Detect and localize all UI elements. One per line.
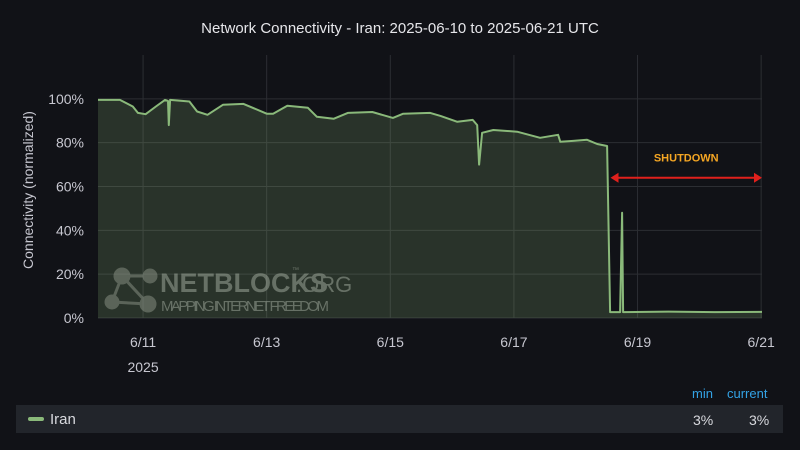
- x-tick-label: 6/13: [253, 334, 280, 350]
- x-tick-label: 6/19: [624, 334, 651, 350]
- y-tick-label: 100%: [48, 91, 84, 107]
- chart-title: Network Connectivity - Iran: 2025-06-10 …: [201, 20, 599, 37]
- netblocks-logo-icon: [104, 267, 158, 313]
- y-tick-label: 0%: [64, 310, 84, 326]
- series-line-iran: [98, 98, 763, 314]
- arrow-head-left-icon: [610, 172, 619, 183]
- arrow-head-right-icon: [754, 172, 762, 183]
- x-tick-sublabel: 2025: [127, 359, 158, 375]
- x-tick-label: 6/11: [130, 334, 156, 350]
- y-tick-label: 20%: [56, 266, 84, 282]
- watermark-brand: NETBLOCKS: [160, 268, 328, 298]
- x-tick-label: 6/21: [748, 334, 775, 350]
- legend-header-min[interactable]: min: [692, 386, 713, 401]
- axes: 0% 20% 40% 60% 80% 100% 6/11 2025 6/13 6/15 6/17 6/…: [48, 91, 775, 375]
- grid: [98, 55, 762, 319]
- legend-header-current[interactable]: current: [727, 386, 768, 401]
- annotations: SHUTDOWN: [610, 153, 762, 183]
- x-tick-label: 6/15: [377, 334, 404, 350]
- watermark-tm: ™: [292, 267, 299, 274]
- y-tick-label: 40%: [56, 222, 84, 238]
- legend-swatch: [28, 417, 44, 421]
- y-tick-label: 60%: [56, 179, 84, 195]
- watermark-suffix: .ORG: [296, 272, 352, 297]
- legend-row-iran[interactable]: Iran 3% 3%: [16, 405, 783, 433]
- legend-min-value: 3%: [693, 412, 714, 428]
- netblocks-watermark: NETBLOCKS .ORG ™ MAPPING INTERNET FREEDO…: [104, 267, 352, 315]
- series-area-iran: [98, 99, 762, 319]
- legend-series-name[interactable]: Iran: [50, 411, 76, 428]
- x-tick-label: 6/17: [500, 334, 527, 350]
- watermark-tagline: MAPPING INTERNET FREEDOM: [161, 298, 329, 315]
- y-tick-label: 80%: [56, 135, 84, 151]
- legend-current-value: 3%: [749, 412, 770, 428]
- shutdown-label: SHUTDOWN: [654, 153, 719, 165]
- series-layer: [98, 98, 763, 319]
- chart-svg: NETBLOCKS .ORG ™ MAPPING INTERNET FREEDO…: [48, 55, 775, 375]
